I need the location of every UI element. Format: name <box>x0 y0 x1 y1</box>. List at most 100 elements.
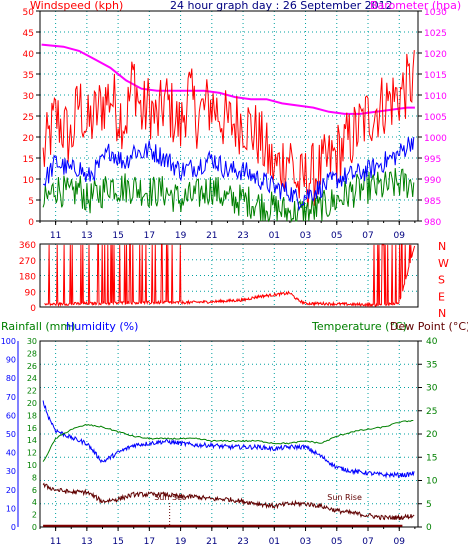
bottom-series <box>42 400 415 527</box>
rainfall-tick-label: 24 <box>27 374 37 383</box>
wind-tick-label: 25 <box>23 113 34 123</box>
humidity-ticks: 0 10 20 30 40 50 60 70 80 90 100 <box>1 337 19 532</box>
rainfall-tick-label: 14 <box>27 436 37 445</box>
temperature-ticks: 0 5 10 15 20 25 30 35 40 <box>418 337 438 533</box>
rainfall-tick-label: 20 <box>27 399 37 408</box>
bottom-x-tick-label: 19 <box>175 537 187 547</box>
sunset-label: Sun Set <box>154 493 185 502</box>
temperature-tick-label: 5 <box>426 500 432 510</box>
direction-series <box>44 244 416 308</box>
barometer-tick-label: 1025 <box>424 29 447 39</box>
humidity-axis-title: Humidity (%) <box>66 320 138 333</box>
rainfall-tick-label: 22 <box>27 387 37 396</box>
rainfall-tick-label: 30 <box>27 337 37 346</box>
temperature-tick-label: 10 <box>426 477 438 487</box>
top-x-tick-label: 13 <box>81 231 92 241</box>
top-x-tick-label: 07 <box>362 231 373 241</box>
wind-tick-label: 10 <box>23 176 35 186</box>
temperature-tick-label: 35 <box>426 360 437 370</box>
wind-tick-label: 5 <box>28 197 34 207</box>
wind-direction-line <box>44 244 416 308</box>
wind-tick-label: 45 <box>23 29 34 39</box>
barometer-tick-label: 1015 <box>424 71 447 81</box>
temperature-tick-label: 40 <box>426 337 438 347</box>
barometer-tick-label: 990 <box>424 176 441 186</box>
humidity-tick-label: 50 <box>6 430 16 439</box>
compass-label: E <box>438 290 445 303</box>
direction-tick-label: 180 <box>19 273 36 283</box>
barometer-tick-label: 995 <box>424 155 441 165</box>
rainfall-tick-label: 18 <box>27 411 37 420</box>
top-x-tick-label: 17 <box>144 231 155 241</box>
temperature-tick-label: 25 <box>426 407 437 417</box>
top-x-tick-label: 05 <box>331 231 342 241</box>
direction-tick-label: 360 <box>19 241 36 251</box>
rainfall-tick-label: 2 <box>32 511 37 520</box>
bottom-x-tick-label: 11 <box>50 537 61 547</box>
compass-label: S <box>438 274 445 287</box>
chart-title: 24 hour graph day : 26 September 2012 <box>170 0 393 12</box>
direction-tick-label: 270 <box>19 257 36 267</box>
rainfall-tick-label: 6 <box>32 486 37 495</box>
dewpoint-line <box>42 482 415 521</box>
direction-plot-frame <box>39 243 419 308</box>
bottom-x-tick-label: 23 <box>237 537 248 547</box>
temperature-axis-title: Temperature (°C) <box>311 320 407 333</box>
barometer-tick-label: 1010 <box>424 92 447 102</box>
humidity-tick-label: 80 <box>6 374 16 383</box>
humidity-line <box>42 400 415 479</box>
top-right-ticks: 980 985 990 995 1000 1005 1010 1015 1020 1025 1030 <box>418 8 447 228</box>
top-left-ticks: 0 5 10 15 20 25 30 35 40 45 50 <box>23 8 40 228</box>
bottom-x-tick-label: 07 <box>362 537 373 547</box>
direction-ticks: 0 90 180 270 360 <box>19 241 36 314</box>
compass-label: N <box>438 307 446 320</box>
temperature-tick-label: 0 <box>426 523 432 533</box>
top-x-tick-label: 15 <box>112 231 123 241</box>
barometer-tick-label: 1030 <box>424 8 447 18</box>
rainfall-tick-label: 10 <box>27 461 37 470</box>
temperature-tick-label: 20 <box>426 430 438 440</box>
wind-tick-label: 20 <box>23 134 35 144</box>
barometer-tick-label: 1000 <box>424 134 447 144</box>
bottom-x-tick-label: 01 <box>269 537 280 547</box>
barometer-tick-label: 980 <box>424 218 441 228</box>
humidity-tick-label: 30 <box>6 467 16 476</box>
temperature-tick-label: 15 <box>426 453 437 463</box>
rainfall-tick-label: 4 <box>32 498 37 507</box>
top-series <box>41 43 415 223</box>
rainfall-tick-label: 16 <box>27 424 37 433</box>
top-x-ticks: 11 13 15 17 19 21 23 01 03 05 07 09 <box>39 221 416 241</box>
humidity-tick-label: 90 <box>6 356 16 365</box>
wind-tick-label: 30 <box>23 92 35 102</box>
top-x-tick-label: 19 <box>175 231 187 241</box>
sunrise-label: Sun Rise <box>327 493 362 502</box>
rainfall-axis-title: Rainfall (mm) <box>1 320 75 333</box>
wind-tick-label: 15 <box>23 155 34 165</box>
top-x-tick-label: 21 <box>206 231 217 241</box>
dewpoint-axis-title: Dew Point (°C) <box>390 320 468 333</box>
top-x-tick-label: 23 <box>237 231 248 241</box>
bottom-x-tick-label: 17 <box>144 537 155 547</box>
rainfall-tick-label: 12 <box>27 449 37 458</box>
wind-tick-label: 0 <box>28 218 34 228</box>
rainfall-tick-label: 8 <box>32 473 37 482</box>
bottom-grid <box>40 340 418 528</box>
wind-gust-line <box>42 50 415 209</box>
barometer-tick-label: 1005 <box>424 113 447 123</box>
temperature-tick-label: 30 <box>426 384 438 394</box>
rainfall-tick-label: 26 <box>27 362 37 371</box>
wind-low-line <box>42 168 415 223</box>
bottom-x-tick-label: 21 <box>206 537 217 547</box>
top-x-tick-label: 03 <box>300 231 311 241</box>
humidity-tick-label: 0 <box>11 523 16 532</box>
compass-label: W <box>438 257 449 270</box>
humidity-tick-label: 100 <box>1 337 16 346</box>
humidity-tick-label: 60 <box>6 411 16 420</box>
direction-tick-label: 0 <box>30 304 36 314</box>
bottom-x-tick-label: 15 <box>112 537 123 547</box>
barometer-tick-label: 985 <box>424 197 441 207</box>
wind-tick-label: 50 <box>23 8 35 18</box>
